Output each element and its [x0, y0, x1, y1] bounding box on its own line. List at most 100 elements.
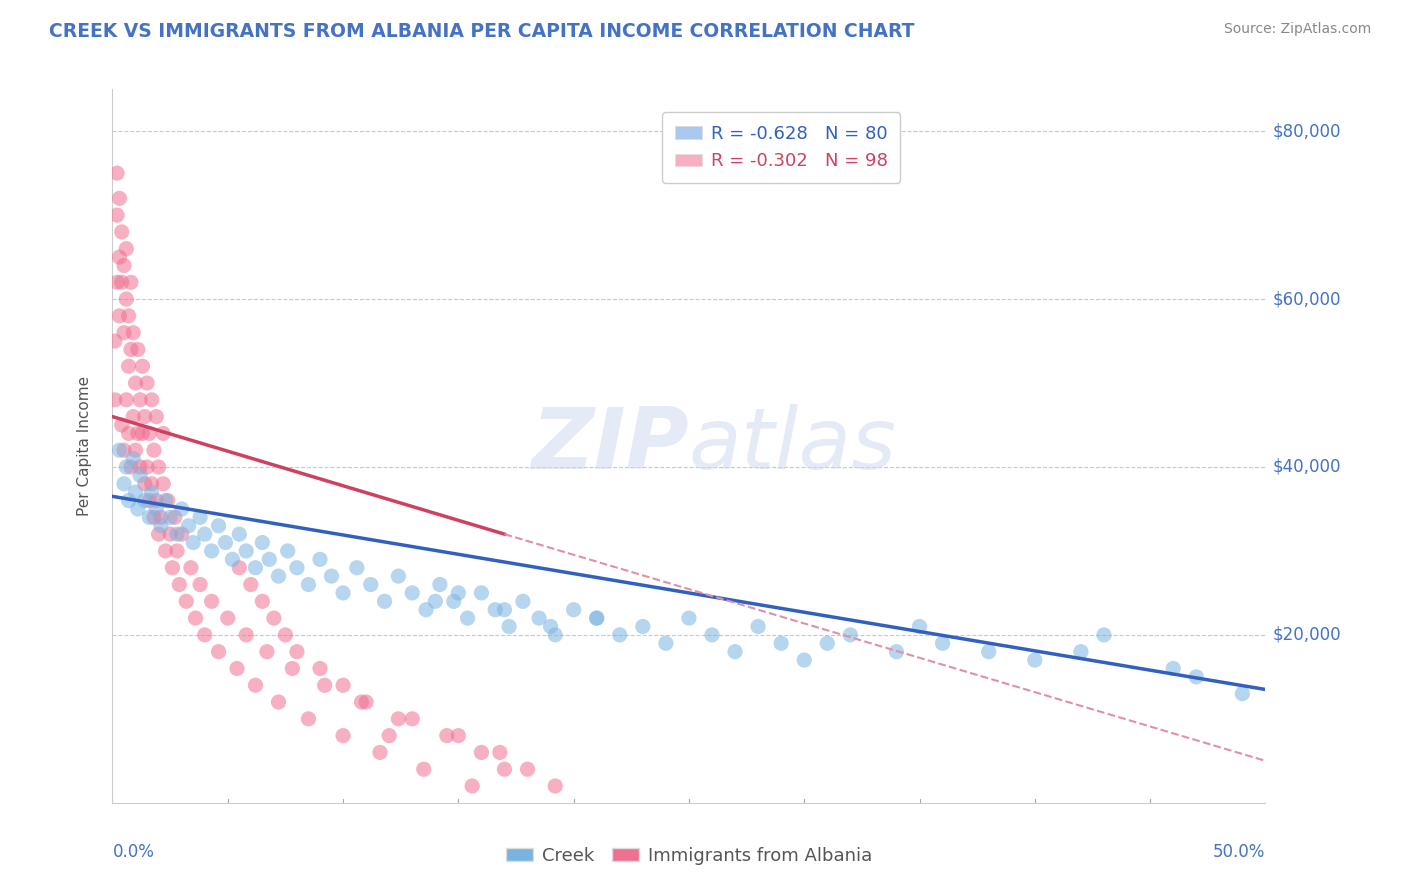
- Point: [447, 729, 470, 743]
- Point: [115, 292, 138, 306]
- Point: [274, 628, 297, 642]
- Point: [332, 729, 354, 743]
- Point: [145, 409, 167, 424]
- Text: $80,000: $80,000: [1272, 122, 1341, 140]
- Point: [124, 485, 146, 500]
- Point: [177, 518, 200, 533]
- Point: [127, 343, 149, 357]
- Point: [115, 242, 138, 256]
- Point: [214, 535, 236, 549]
- Point: [354, 695, 377, 709]
- Point: [378, 729, 401, 743]
- Point: [374, 594, 396, 608]
- Point: [470, 746, 492, 760]
- Point: [245, 560, 267, 574]
- Point: [447, 586, 470, 600]
- Point: [724, 645, 747, 659]
- Point: [145, 502, 167, 516]
- Point: [207, 518, 229, 533]
- Point: [129, 460, 152, 475]
- Point: [117, 493, 139, 508]
- Point: [239, 577, 262, 591]
- Point: [401, 712, 423, 726]
- Point: [148, 460, 170, 475]
- Point: [217, 611, 239, 625]
- Point: [470, 586, 492, 600]
- Text: 0.0%: 0.0%: [112, 843, 155, 861]
- Point: [141, 476, 163, 491]
- Point: [235, 544, 257, 558]
- Point: [512, 594, 534, 608]
- Point: [387, 569, 409, 583]
- Point: [152, 476, 174, 491]
- Point: [1092, 628, 1115, 642]
- Point: [122, 409, 145, 424]
- Point: [155, 493, 177, 508]
- Point: [285, 645, 308, 659]
- Point: [415, 603, 437, 617]
- Point: [117, 359, 139, 374]
- Point: [120, 343, 142, 357]
- Point: [138, 510, 160, 524]
- Point: [181, 535, 204, 549]
- Point: [252, 535, 274, 549]
- Point: [194, 527, 217, 541]
- Point: [131, 359, 153, 374]
- Point: [321, 569, 343, 583]
- Point: [228, 560, 250, 574]
- Point: [201, 544, 224, 558]
- Point: [145, 493, 167, 508]
- Point: [263, 611, 285, 625]
- Point: [127, 502, 149, 516]
- Point: [309, 661, 332, 675]
- Point: [169, 577, 191, 591]
- Point: [141, 485, 163, 500]
- Point: [700, 628, 723, 642]
- Point: [166, 544, 188, 558]
- Point: [104, 334, 127, 348]
- Point: [516, 762, 538, 776]
- Point: [201, 594, 224, 608]
- Point: [152, 426, 174, 441]
- Point: [609, 628, 631, 642]
- Point: [267, 695, 290, 709]
- Text: atlas: atlas: [689, 404, 897, 488]
- Point: [134, 493, 156, 508]
- Text: ZIP: ZIP: [531, 404, 689, 488]
- Point: [886, 645, 908, 659]
- Point: [134, 409, 156, 424]
- Text: Source: ZipAtlas.com: Source: ZipAtlas.com: [1223, 22, 1371, 37]
- Point: [149, 518, 172, 533]
- Point: [245, 678, 267, 692]
- Point: [117, 426, 139, 441]
- Point: [412, 762, 434, 776]
- Point: [141, 392, 163, 407]
- Point: [1161, 661, 1184, 675]
- Point: [387, 712, 409, 726]
- Point: [631, 619, 654, 633]
- Point: [457, 611, 479, 625]
- Point: [112, 476, 135, 491]
- Point: [346, 560, 368, 574]
- Point: [129, 392, 152, 407]
- Point: [544, 779, 567, 793]
- Point: [908, 619, 931, 633]
- Point: [136, 460, 159, 475]
- Point: [112, 259, 135, 273]
- Point: [108, 443, 131, 458]
- Point: [166, 527, 188, 541]
- Point: [117, 309, 139, 323]
- Point: [285, 560, 308, 574]
- Point: [350, 695, 373, 709]
- Point: [124, 443, 146, 458]
- Point: [259, 552, 281, 566]
- Point: [540, 619, 562, 633]
- Point: [585, 611, 607, 625]
- Point: [112, 443, 135, 458]
- Point: [159, 527, 181, 541]
- Point: [1024, 653, 1046, 667]
- Point: [148, 527, 170, 541]
- Point: [115, 460, 138, 475]
- Point: [494, 603, 516, 617]
- Point: [544, 628, 567, 642]
